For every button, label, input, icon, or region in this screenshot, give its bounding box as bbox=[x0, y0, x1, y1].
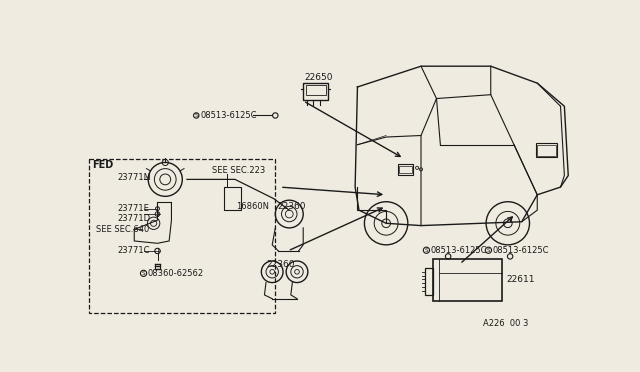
Text: 23771D: 23771D bbox=[117, 214, 150, 223]
Text: 23771E: 23771E bbox=[117, 204, 149, 213]
Bar bbox=[224, 187, 241, 210]
Text: 08513-6125C: 08513-6125C bbox=[492, 246, 548, 255]
Text: 08513-6125C: 08513-6125C bbox=[201, 111, 257, 120]
Text: S: S bbox=[142, 271, 145, 276]
Text: SEE SEC.640: SEE SEC.640 bbox=[95, 225, 148, 234]
Bar bbox=[303, 83, 328, 100]
Text: S: S bbox=[195, 113, 198, 118]
Bar bbox=[397, 164, 413, 175]
Text: A226  00 3: A226 00 3 bbox=[483, 319, 529, 328]
Bar bbox=[425, 268, 433, 295]
Text: FED: FED bbox=[92, 160, 114, 170]
Bar bbox=[433, 259, 502, 301]
Bar bbox=[399, 166, 412, 173]
Text: 23771M: 23771M bbox=[117, 173, 151, 182]
Text: 22650: 22650 bbox=[305, 73, 333, 82]
Text: SEE SEC.223: SEE SEC.223 bbox=[212, 166, 265, 174]
Bar bbox=[536, 143, 557, 157]
Text: 22611: 22611 bbox=[506, 275, 535, 284]
Text: S: S bbox=[425, 248, 428, 253]
Text: 08513-6125C: 08513-6125C bbox=[430, 246, 487, 255]
Text: 23771C: 23771C bbox=[117, 246, 150, 255]
Text: 08360-62562: 08360-62562 bbox=[147, 269, 204, 278]
Text: 22360: 22360 bbox=[266, 260, 294, 269]
Bar bbox=[537, 145, 556, 155]
Bar bbox=[305, 86, 326, 96]
Text: S: S bbox=[486, 248, 490, 253]
Bar bbox=[90, 158, 275, 312]
Text: 16860N: 16860N bbox=[237, 202, 269, 211]
Text: 22360: 22360 bbox=[278, 202, 306, 211]
